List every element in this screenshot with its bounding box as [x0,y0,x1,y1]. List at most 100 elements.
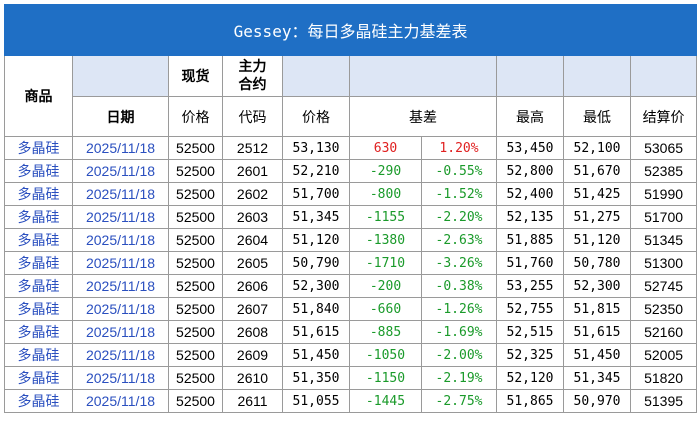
basis-cell: -1710 [349,251,422,275]
header-high: 最高 [496,96,564,137]
low-cell: 51,275 [563,205,631,229]
contract-code-cell: 2606 [222,274,283,298]
header-blank [349,55,497,97]
product-cell: 多晶硅 [4,366,73,390]
header-date: 日期 [72,96,169,137]
contract-code-cell: 2610 [222,366,283,390]
spot-price-cell: 52500 [168,205,223,229]
table-row: 多晶硅 2025/11/18 52500 2603 51,345 -1155 -2.20% 5… [4,205,698,229]
settle-cell: 51395 [629,389,698,413]
header-blank [282,55,350,97]
settle-cell: 53065 [629,136,698,160]
header-settle: 结算价 [629,96,698,137]
product-cell: 多晶硅 [4,343,73,367]
spot-price-cell: 52500 [168,343,223,367]
basis-table: Gessey：每日多晶硅主力基差表 商品 现货 主力 合约 日期 价格 代码 价… [3,4,698,413]
table-row: 多晶硅 2025/11/18 52500 2610 51,350 -1150 -2.19% 5… [4,366,698,390]
basis-pct-cell: -2.75% [421,389,497,413]
product-cell: 多晶硅 [4,228,73,252]
settle-cell: 52160 [629,320,698,344]
settle-cell: 51300 [629,251,698,275]
price-cell: 51,055 [282,389,350,413]
date-cell: 2025/11/18 [72,228,169,252]
spot-price-cell: 52500 [168,320,223,344]
date-cell: 2025/11/18 [72,343,169,367]
product-cell: 多晶硅 [4,182,73,206]
date-cell: 2025/11/18 [72,297,169,321]
contract-code-cell: 2605 [222,251,283,275]
basis-pct-cell: -0.38% [421,274,497,298]
high-cell: 52,400 [496,182,564,206]
spot-price-cell: 52500 [168,389,223,413]
spot-price-cell: 52500 [168,274,223,298]
price-cell: 51,615 [282,320,350,344]
basis-pct-cell: -1.52% [421,182,497,206]
basis-pct-cell: -2.20% [421,205,497,229]
header-spot-price: 价格 [168,96,223,137]
basis-cell: -1445 [349,389,422,413]
header-price: 价格 [282,96,350,137]
price-cell: 53,130 [282,136,350,160]
high-cell: 51,865 [496,389,564,413]
product-cell: 多晶硅 [4,136,73,160]
low-cell: 51,345 [563,366,631,390]
price-cell: 51,840 [282,297,350,321]
spot-price-cell: 52500 [168,366,223,390]
table-row: 多晶硅 2025/11/18 52500 2607 51,840 -660 -1.26% 52… [4,297,698,321]
contract-code-cell: 2607 [222,297,283,321]
settle-cell: 52005 [629,343,698,367]
header-product: 商品 [4,55,73,137]
price-cell: 50,790 [282,251,350,275]
product-cell: 多晶硅 [4,297,73,321]
header-blank [72,55,169,97]
basis-pct-cell: -0.55% [421,159,497,183]
basis-pct-cell: -1.26% [421,297,497,321]
spot-price-cell: 52500 [168,159,223,183]
contract-code-cell: 2603 [222,205,283,229]
spot-price-cell: 52500 [168,228,223,252]
product-cell: 多晶硅 [4,159,73,183]
low-cell: 50,970 [563,389,631,413]
table-row: 多晶硅 2025/11/18 52500 2601 52,210 -290 -0.55% 52… [4,159,698,183]
spot-price-cell: 52500 [168,136,223,160]
basis-pct-cell: -2.00% [421,343,497,367]
header-blank [629,55,698,97]
contract-code-cell: 2604 [222,228,283,252]
low-cell: 52,100 [563,136,631,160]
header-spot: 现货 [168,55,223,97]
basis-cell: -1150 [349,366,422,390]
low-cell: 52,300 [563,274,631,298]
high-cell: 53,450 [496,136,564,160]
date-cell: 2025/11/18 [72,159,169,183]
basis-cell: -800 [349,182,422,206]
basis-pct-cell: -2.19% [421,366,497,390]
high-cell: 51,760 [496,251,564,275]
header-main-contract: 主力 合约 [222,55,283,97]
table-row: 多晶硅 2025/11/18 52500 2602 51,700 -800 -1.52% 52… [4,182,698,206]
basis-cell: -660 [349,297,422,321]
contract-code-cell: 2608 [222,320,283,344]
basis-cell: -1155 [349,205,422,229]
table-row: 多晶硅 2025/11/18 52500 2512 53,130 630 1.20% 53,4… [4,136,698,160]
date-cell: 2025/11/18 [72,251,169,275]
low-cell: 51,815 [563,297,631,321]
settle-cell: 52385 [629,159,698,183]
date-cell: 2025/11/18 [72,182,169,206]
product-cell: 多晶硅 [4,205,73,229]
header-code: 代码 [222,96,283,137]
price-cell: 51,450 [282,343,350,367]
contract-code-cell: 2611 [222,389,283,413]
date-cell: 2025/11/18 [72,274,169,298]
date-cell: 2025/11/18 [72,205,169,229]
high-cell: 52,120 [496,366,564,390]
high-cell: 52,755 [496,297,564,321]
table-row: 多晶硅 2025/11/18 52500 2604 51,120 -1380 -2.63% 5… [4,228,698,252]
table-row: 多晶硅 2025/11/18 52500 2605 50,790 -1710 -3.26% 5… [4,251,698,275]
basis-cell: -290 [349,159,422,183]
settle-cell: 51700 [629,205,698,229]
price-cell: 51,700 [282,182,350,206]
low-cell: 51,450 [563,343,631,367]
high-cell: 51,885 [496,228,564,252]
header-low: 最低 [563,96,631,137]
product-cell: 多晶硅 [4,389,73,413]
